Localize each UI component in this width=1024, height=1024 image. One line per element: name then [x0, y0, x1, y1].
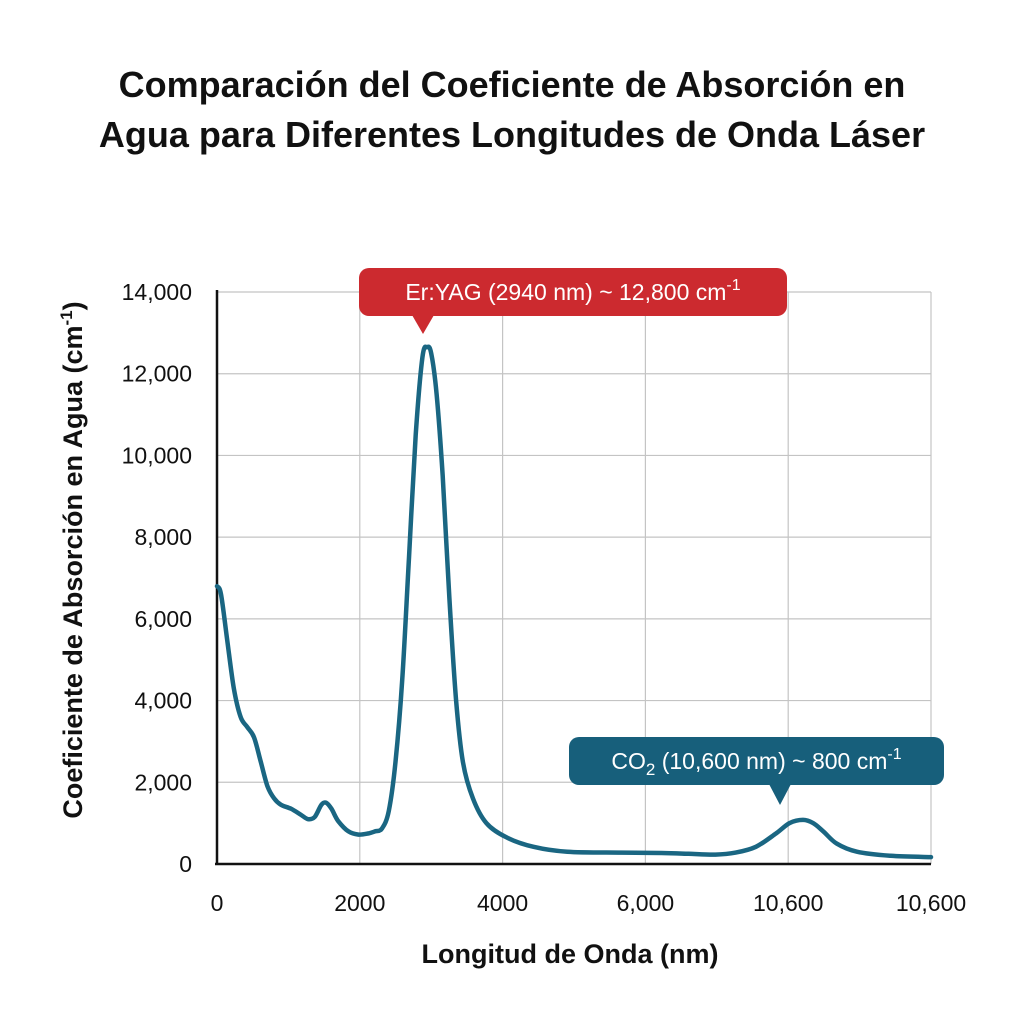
annotation-box: [359, 268, 787, 316]
y-tick-label: 4,000: [134, 688, 192, 714]
x-tick-label: 0: [211, 890, 224, 916]
annotation-text-main: Er:YAG (2940 nm) ~ 12,800 cm: [405, 279, 726, 305]
x-axis-title: Longitud de Onda (nm): [422, 939, 719, 969]
y-tick-label: 14,000: [122, 279, 192, 305]
y-tick-label: 8,000: [134, 524, 192, 550]
axes: [215, 290, 931, 866]
x-tick-label: 10,600: [896, 890, 966, 916]
y-axis-title-close: ): [58, 301, 88, 310]
annotation-pointer: [412, 315, 434, 334]
chart-title-line-2: Agua para Diferentes Longitudes de Onda …: [98, 114, 926, 155]
annotation-box: [569, 737, 944, 785]
series-layer: [214, 344, 934, 860]
annotation-text-pre: CO: [611, 748, 646, 774]
x-tick-label: 2000: [334, 890, 385, 916]
x-tick-label: 10,600: [753, 890, 823, 916]
y-tick-label: 6,000: [134, 606, 192, 632]
chart-title-line-1: Comparación del Coeficiente de Absorción…: [118, 64, 906, 105]
annotation-text: Er:YAG (2940 nm) ~ 12,800 cm-1: [405, 277, 740, 305]
y-axis-title-text: Coeficiente de Absorción en Agua (cm: [58, 326, 88, 819]
annotation-callout: Er:YAG (2940 nm) ~ 12,800 cm-1: [359, 268, 787, 334]
tick-labels: 0 2,000 4,000 6,000 8,000 10,000 12,000 14,000 0…: [122, 279, 967, 916]
annotation-superscript: -1: [887, 746, 901, 763]
x-tick-label: 4000: [477, 890, 528, 916]
annotation-text-main: (10,600 nm) ~ 800 cm: [655, 748, 887, 774]
x-tick-label: 6,000: [617, 890, 675, 916]
absorption-series-line: [214, 344, 934, 860]
y-axis-title: Coeficiente de Absorción en Agua (cm-1): [57, 301, 88, 818]
y-tick-label: 2,000: [134, 769, 192, 795]
annotation-pointer: [769, 784, 791, 805]
y-axis-title-unit-exponent: -1: [57, 310, 76, 325]
annotation-subscript: 2: [646, 760, 655, 779]
y-tick-label: 12,000: [122, 361, 192, 387]
y-tick-label: 0: [179, 851, 192, 877]
annotation-superscript: -1: [726, 277, 740, 294]
annotation-callout: CO2 (10,600 nm) ~ 800 cm-1: [569, 737, 944, 805]
chart-title: Comparación del Coeficiente de Absorción…: [0, 60, 1024, 160]
y-tick-label: 10,000: [122, 442, 192, 468]
annotation-text: CO2 (10,600 nm) ~ 800 cm-1: [611, 746, 901, 779]
